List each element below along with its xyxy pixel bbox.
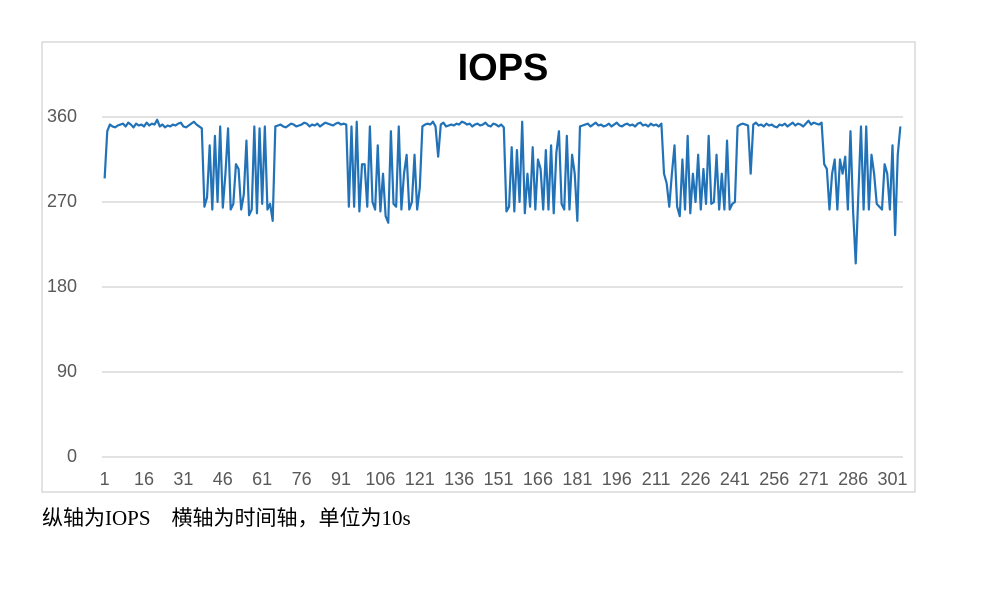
x-tick-label: 1 (100, 469, 110, 489)
data-line (103, 118, 902, 265)
x-tick-label: 136 (444, 469, 474, 489)
y-tick-label: 0 (67, 446, 77, 466)
x-tick-label: 151 (484, 469, 514, 489)
y-tick-label: 360 (47, 106, 77, 126)
x-tick-label: 271 (799, 469, 829, 489)
x-tick-label: 226 (681, 469, 711, 489)
caption: 纵轴为IOPS 横轴为时间轴，单位为10s (42, 506, 411, 530)
x-tick-label: 76 (292, 469, 312, 489)
x-tick-label: 16 (134, 469, 154, 489)
y-tick-label: 180 (47, 276, 77, 296)
chart-frame (41, 41, 916, 493)
y-tick-label: 90 (57, 361, 77, 381)
x-tick-label: 211 (642, 469, 671, 489)
x-tick-label: 166 (523, 469, 553, 489)
x-tick-label: 121 (405, 469, 435, 489)
x-tick-label: 106 (365, 469, 395, 489)
x-tick-label: 196 (602, 469, 632, 489)
x-tick-label: 256 (759, 469, 789, 489)
x-tick-label: 301 (877, 469, 907, 489)
chart-title: IOPS (458, 47, 549, 89)
x-tick-label: 46 (213, 469, 233, 489)
x-tick-label: 91 (331, 469, 351, 489)
x-tick-label: 286 (838, 469, 868, 489)
x-tick-label: 31 (173, 469, 193, 489)
x-tick-label: 241 (720, 469, 750, 489)
y-tick-label: 270 (47, 191, 77, 211)
x-tick-label: 61 (252, 469, 272, 489)
x-tick-label: 181 (562, 469, 592, 489)
